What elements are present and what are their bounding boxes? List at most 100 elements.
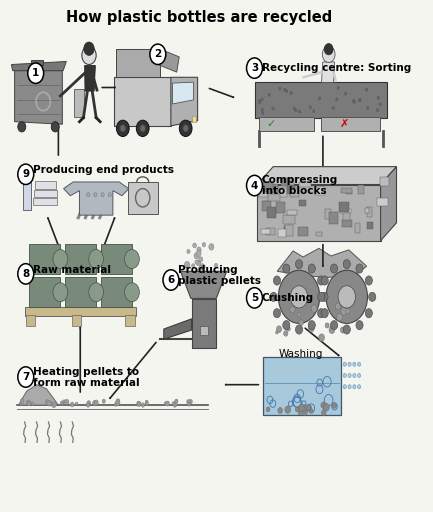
Circle shape [194, 253, 199, 259]
Circle shape [365, 88, 368, 91]
Circle shape [53, 283, 68, 302]
Circle shape [272, 107, 274, 110]
Circle shape [283, 321, 290, 330]
Circle shape [258, 99, 261, 102]
Circle shape [47, 400, 51, 406]
Text: 6: 6 [167, 275, 174, 285]
Circle shape [18, 264, 34, 284]
Polygon shape [164, 319, 192, 339]
Polygon shape [65, 244, 96, 274]
FancyBboxPatch shape [325, 209, 331, 220]
Circle shape [308, 264, 315, 273]
FancyBboxPatch shape [266, 228, 275, 235]
FancyBboxPatch shape [343, 213, 350, 222]
Circle shape [193, 243, 197, 248]
Circle shape [348, 385, 351, 389]
Polygon shape [29, 244, 60, 274]
FancyBboxPatch shape [35, 181, 56, 188]
Circle shape [94, 193, 97, 197]
Circle shape [299, 319, 304, 326]
Circle shape [332, 403, 336, 409]
FancyBboxPatch shape [284, 225, 293, 236]
Circle shape [45, 399, 49, 404]
Circle shape [259, 101, 261, 104]
Circle shape [197, 247, 201, 252]
Circle shape [317, 276, 325, 285]
FancyBboxPatch shape [343, 220, 352, 227]
Circle shape [337, 87, 339, 90]
Circle shape [302, 409, 307, 416]
Circle shape [321, 410, 326, 415]
Polygon shape [171, 77, 197, 126]
Circle shape [358, 385, 361, 389]
Circle shape [293, 107, 296, 110]
Polygon shape [322, 62, 335, 82]
Circle shape [276, 326, 282, 333]
Circle shape [343, 373, 346, 377]
Circle shape [18, 367, 34, 387]
Circle shape [125, 283, 139, 302]
Circle shape [308, 321, 315, 330]
Circle shape [89, 249, 103, 268]
Circle shape [348, 362, 351, 366]
FancyBboxPatch shape [287, 210, 297, 216]
Circle shape [343, 260, 350, 269]
FancyBboxPatch shape [340, 209, 351, 214]
FancyBboxPatch shape [267, 206, 276, 218]
FancyBboxPatch shape [339, 202, 349, 211]
FancyBboxPatch shape [299, 200, 306, 206]
Polygon shape [29, 278, 60, 307]
Circle shape [353, 100, 355, 103]
Circle shape [136, 401, 141, 407]
Circle shape [273, 309, 281, 318]
Circle shape [94, 400, 98, 406]
FancyBboxPatch shape [71, 315, 81, 327]
Circle shape [184, 261, 190, 268]
Circle shape [273, 276, 281, 285]
Circle shape [145, 400, 148, 404]
Circle shape [18, 164, 34, 184]
Circle shape [136, 120, 149, 137]
Circle shape [367, 106, 369, 110]
Text: 1: 1 [32, 68, 39, 78]
Circle shape [101, 193, 104, 197]
Circle shape [335, 303, 340, 310]
Circle shape [368, 292, 376, 302]
Circle shape [87, 400, 91, 406]
Circle shape [330, 264, 338, 273]
FancyBboxPatch shape [284, 215, 295, 224]
Circle shape [344, 92, 347, 95]
Circle shape [325, 323, 329, 328]
Circle shape [330, 321, 338, 330]
Text: Producing end products: Producing end products [32, 165, 174, 175]
FancyBboxPatch shape [289, 178, 294, 185]
Text: Washing: Washing [279, 349, 323, 359]
FancyBboxPatch shape [299, 182, 310, 187]
Text: Recycling centre: Sorting: Recycling centre: Sorting [262, 63, 411, 73]
Circle shape [356, 264, 363, 273]
Circle shape [333, 323, 338, 328]
Circle shape [359, 99, 361, 102]
Circle shape [307, 404, 311, 411]
Circle shape [187, 399, 190, 404]
Polygon shape [263, 356, 341, 415]
Circle shape [28, 63, 44, 83]
Circle shape [61, 401, 64, 406]
FancyBboxPatch shape [258, 190, 268, 198]
Circle shape [51, 122, 59, 132]
Circle shape [290, 92, 292, 95]
FancyBboxPatch shape [315, 187, 325, 195]
Circle shape [18, 122, 26, 132]
Circle shape [196, 250, 201, 257]
Circle shape [89, 283, 103, 302]
Text: 5: 5 [251, 293, 258, 303]
Polygon shape [64, 182, 129, 215]
Circle shape [202, 243, 206, 247]
FancyBboxPatch shape [298, 227, 308, 237]
Circle shape [246, 175, 262, 196]
Polygon shape [15, 71, 62, 124]
Circle shape [323, 403, 329, 411]
Circle shape [116, 399, 120, 403]
Text: How plastic bottles are recycled: How plastic bottles are recycled [67, 10, 333, 25]
Circle shape [321, 309, 328, 318]
